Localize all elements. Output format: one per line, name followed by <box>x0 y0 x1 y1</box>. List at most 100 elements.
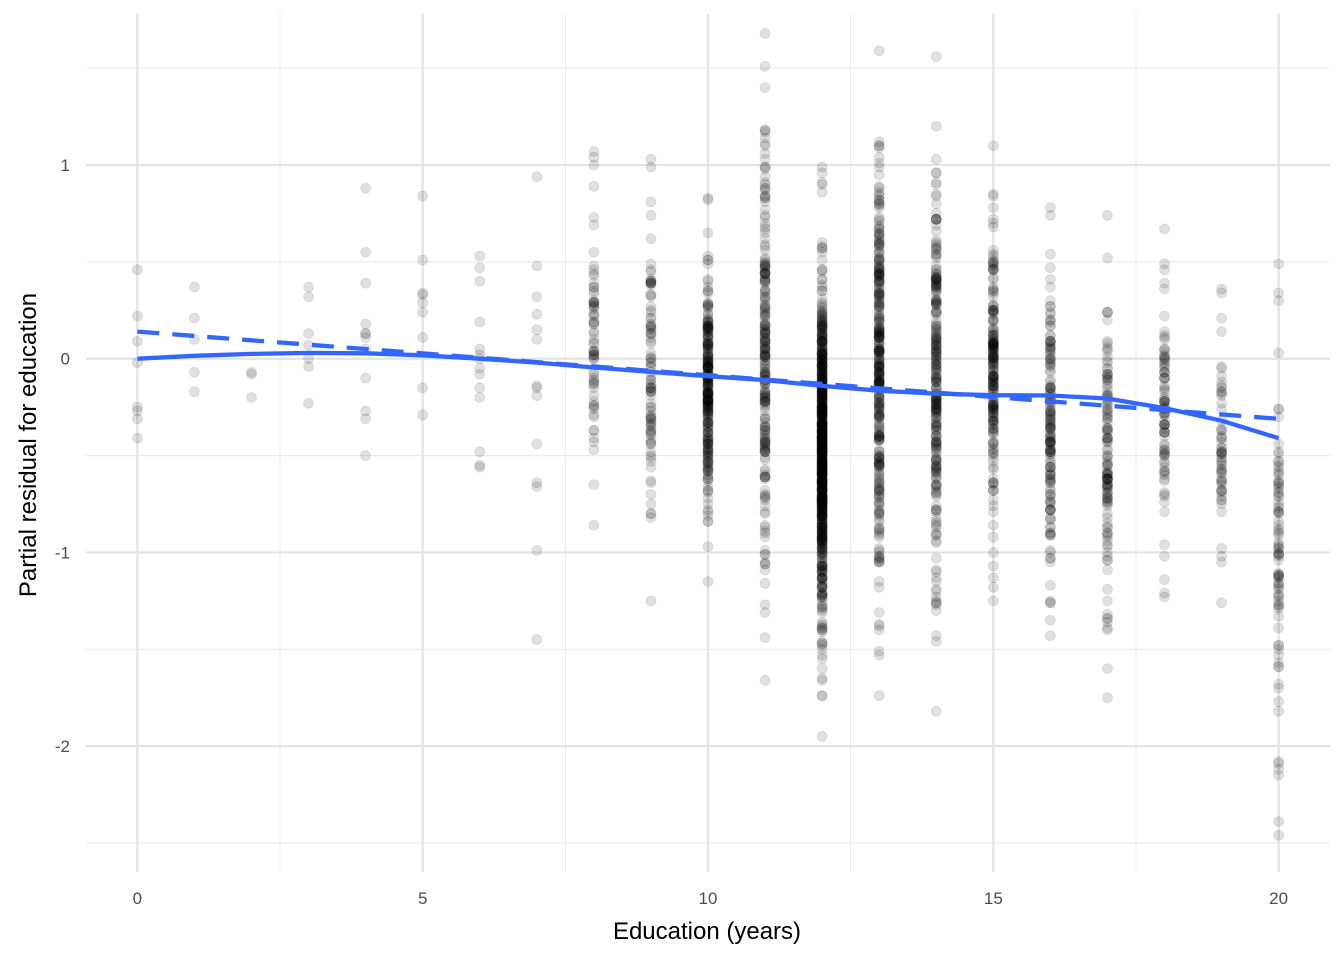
residual-point <box>1159 223 1170 235</box>
residual-point <box>816 419 828 431</box>
residual-point <box>645 279 657 291</box>
residual-point <box>873 450 885 461</box>
residual-point <box>816 605 828 616</box>
residual-point <box>930 347 942 359</box>
residual-point <box>816 409 828 421</box>
residual-point <box>759 275 771 287</box>
residual-point <box>873 275 885 287</box>
residual-point <box>816 461 828 473</box>
residual-point <box>1044 423 1056 434</box>
residual-point <box>1044 423 1056 434</box>
residual-point <box>930 504 942 516</box>
residual-point <box>816 479 828 491</box>
residual-point <box>987 359 999 370</box>
residual-point <box>702 318 714 330</box>
residual-point <box>816 498 828 510</box>
residual-point <box>474 343 486 355</box>
residual-point <box>816 492 828 504</box>
residual-point <box>930 333 942 345</box>
residual-point <box>930 304 942 316</box>
residual-point <box>873 320 885 332</box>
residual-point <box>360 328 372 339</box>
residual-point <box>702 361 714 372</box>
residual-point <box>873 277 885 289</box>
residual-point <box>816 246 828 258</box>
residual-point <box>816 359 828 370</box>
residual-point <box>873 366 885 378</box>
residual-point <box>816 364 828 376</box>
residual-point <box>816 490 828 502</box>
residual-point <box>873 514 885 525</box>
residual-point <box>987 374 999 386</box>
residual-point <box>246 392 257 403</box>
residual-point <box>588 180 600 192</box>
residual-point <box>873 330 885 341</box>
residual-point <box>873 368 885 380</box>
residual-point <box>702 395 714 407</box>
residual-point <box>702 392 714 403</box>
residual-point <box>816 467 828 479</box>
residual-point <box>930 283 942 295</box>
residual-point <box>816 419 828 431</box>
residual-point <box>759 211 771 223</box>
residual-point <box>816 461 828 473</box>
residual-point <box>759 140 771 152</box>
residual-point <box>816 454 828 465</box>
residual-point <box>873 229 885 241</box>
residual-point <box>759 521 771 533</box>
residual-point <box>816 320 828 332</box>
residual-point <box>759 434 771 446</box>
residual-point <box>759 275 771 287</box>
residual-point <box>930 486 942 498</box>
residual-point <box>816 533 828 545</box>
residual-point <box>816 349 828 361</box>
residual-point <box>759 82 771 93</box>
residual-point <box>645 322 657 334</box>
residual-point <box>873 409 885 421</box>
residual-point <box>1273 543 1285 554</box>
residual-point <box>645 488 657 500</box>
residual-point <box>1044 444 1056 456</box>
residual-point <box>759 632 771 644</box>
residual-point <box>702 395 714 407</box>
residual-point <box>987 281 999 293</box>
residual-point <box>873 492 885 504</box>
residual-point <box>816 517 828 529</box>
residual-point <box>816 428 828 440</box>
residual-point <box>987 213 999 225</box>
residual-point <box>930 397 942 409</box>
residual-point <box>702 322 714 334</box>
residual-point <box>816 581 828 593</box>
residual-point <box>1044 413 1056 425</box>
residual-point <box>702 504 714 516</box>
residual-point <box>702 394 714 405</box>
residual-point <box>930 320 942 332</box>
residual-point <box>930 345 942 357</box>
residual-point <box>702 465 714 477</box>
residual-point <box>816 421 828 432</box>
residual-point <box>816 432 828 444</box>
residual-point <box>1044 436 1056 448</box>
residual-point <box>873 266 885 277</box>
residual-point <box>759 287 771 299</box>
residual-point <box>816 690 828 702</box>
residual-point <box>873 432 885 444</box>
residual-point <box>759 320 771 332</box>
residual-point <box>930 459 942 471</box>
residual-point <box>1044 498 1056 510</box>
residual-point <box>816 438 828 450</box>
residual-point <box>873 289 885 301</box>
residual-point <box>816 465 828 477</box>
residual-point <box>474 275 486 287</box>
residual-point <box>930 463 942 475</box>
residual-point <box>759 446 771 458</box>
residual-point <box>816 543 828 554</box>
residual-point <box>987 572 999 584</box>
residual-point <box>588 376 600 388</box>
residual-point <box>816 328 828 339</box>
residual-point <box>873 426 885 438</box>
residual-point <box>531 291 543 303</box>
residual-point <box>816 306 828 318</box>
residual-point <box>816 589 828 601</box>
residual-point <box>816 368 828 380</box>
